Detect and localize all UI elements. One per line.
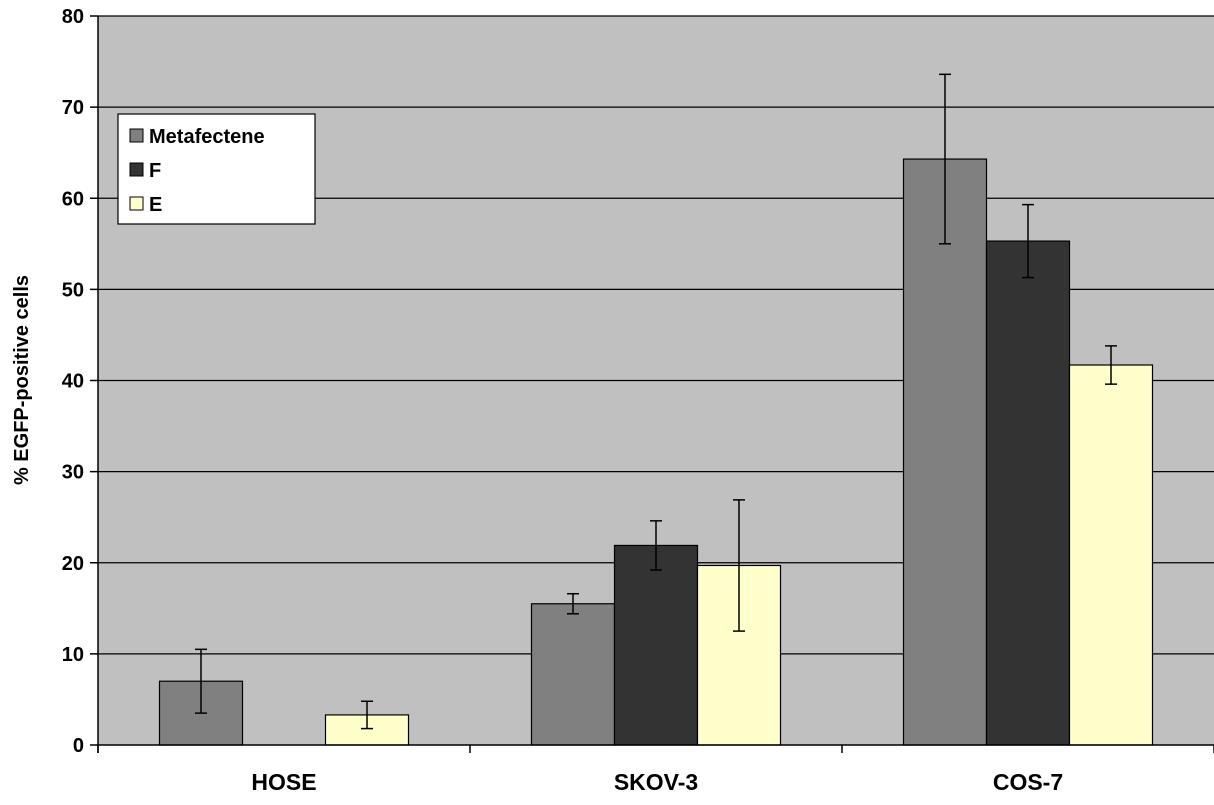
x-category-label: HOSE — [251, 769, 316, 795]
legend-label: Metafectene — [149, 126, 265, 148]
legend-swatch — [129, 162, 144, 177]
legend-swatch — [129, 128, 144, 143]
y-tick-label: 40 — [62, 371, 84, 393]
y-tick-label: 80 — [62, 6, 84, 28]
x-category-label: SKOV-3 — [614, 769, 698, 795]
y-tick-label: 20 — [62, 553, 84, 575]
y-tick-label: 0 — [73, 735, 84, 757]
legend-box — [117, 113, 316, 225]
y-axis-label: % EGFP-positive cells — [11, 275, 33, 485]
y-tick-label: 70 — [62, 97, 84, 119]
legend-swatch — [129, 196, 144, 211]
x-category-label: COS-7 — [993, 769, 1063, 795]
bar-f-cos-7 — [985, 240, 1071, 746]
bar-metafectene-skov-3 — [530, 603, 616, 746]
legend: Metafectene FE — [117, 113, 316, 225]
bar-metafectene-cos-7 — [902, 158, 988, 746]
bar-f-skov-3 — [613, 544, 699, 746]
legend-label: E — [149, 194, 162, 216]
y-tick-label: 10 — [62, 644, 84, 666]
bar-e-cos-7 — [1068, 364, 1154, 746]
y-tick-label: 30 — [62, 462, 84, 484]
y-tick-label: 50 — [62, 279, 84, 301]
legend-label: F — [149, 160, 161, 182]
y-tick-label: 60 — [62, 188, 84, 210]
